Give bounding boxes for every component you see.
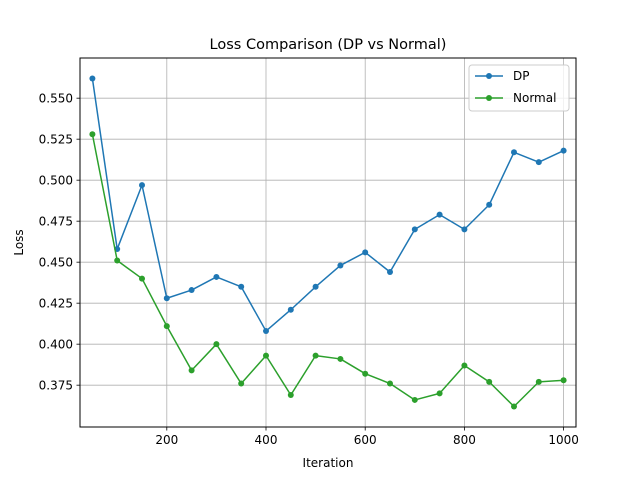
data-point-dp [89, 75, 96, 82]
legend-normal-label: Normal [513, 91, 556, 105]
legend-dp-label: DP [513, 69, 529, 83]
y-tick-label: 0.375 [39, 379, 73, 393]
data-point-normal [461, 362, 468, 369]
y-axis-label: Loss [12, 229, 26, 255]
y-tick-label: 0.475 [39, 215, 73, 229]
data-point-dp [511, 149, 517, 156]
data-point-dp [486, 201, 493, 208]
data-point-normal [188, 367, 195, 374]
axis-ticks: 200 400 600 800 1000 0.375 0.400 0.425 0.450 0.47… [39, 92, 579, 447]
series-layer [89, 75, 567, 410]
data-point-normal [238, 380, 245, 387]
data-point-normal [387, 380, 393, 387]
data-point-dp [287, 306, 294, 313]
x-tick-label: 800 [453, 433, 476, 447]
data-point-normal [263, 352, 269, 359]
data-point-normal [560, 377, 567, 384]
data-point-normal [89, 131, 96, 138]
plot-frame [79, 57, 577, 428]
series-line-normal [91, 133, 565, 408]
data-point-dp [188, 287, 195, 294]
data-point-dp [411, 226, 418, 233]
y-tick-label: 0.450 [39, 256, 73, 270]
data-point-normal [362, 370, 369, 377]
data-point-normal [213, 341, 220, 348]
series-normal [89, 131, 567, 410]
x-axis-label: Iteration [303, 456, 354, 470]
plot-area [80, 58, 576, 427]
y-tick-label: 0.500 [39, 174, 73, 188]
data-point-normal [511, 403, 517, 410]
y-tick-label: 0.525 [39, 133, 73, 147]
data-point-dp [337, 262, 344, 269]
data-point-normal [139, 275, 145, 282]
series-line-dp [91, 77, 565, 332]
y-tick-label: 0.550 [39, 92, 73, 106]
x-tick-label: 1000 [548, 433, 579, 447]
data-point-dp [139, 182, 145, 189]
data-point-normal [337, 355, 344, 362]
legend-normal-marker [486, 95, 492, 101]
data-point-normal [163, 323, 170, 330]
grid-lines [80, 58, 576, 427]
legend: DP Normal [468, 64, 570, 112]
data-point-dp [560, 147, 567, 154]
legend-dp-marker [486, 73, 492, 79]
x-tick-label: 600 [354, 433, 377, 447]
y-tick-label: 0.400 [39, 338, 73, 352]
data-point-dp [238, 283, 245, 290]
data-point-normal [535, 378, 542, 385]
data-point-normal [114, 257, 121, 264]
data-point-normal [287, 392, 294, 399]
data-point-normal [486, 378, 493, 385]
data-point-dp [535, 159, 542, 166]
data-point-dp [436, 211, 443, 218]
data-point-dp [362, 249, 369, 256]
data-point-dp [163, 295, 170, 302]
chart-title: Loss Comparison (DP vs Normal) [210, 37, 447, 53]
data-point-dp [263, 328, 269, 335]
data-point-dp [213, 273, 220, 280]
data-point-dp [387, 269, 393, 276]
data-point-normal [436, 390, 443, 397]
data-point-normal [312, 352, 319, 359]
data-point-dp [461, 226, 468, 233]
data-point-dp [312, 283, 319, 290]
x-tick-label: 200 [155, 433, 178, 447]
x-tick-label: 400 [255, 433, 278, 447]
data-point-normal [411, 396, 418, 403]
y-tick-label: 0.425 [39, 297, 73, 311]
